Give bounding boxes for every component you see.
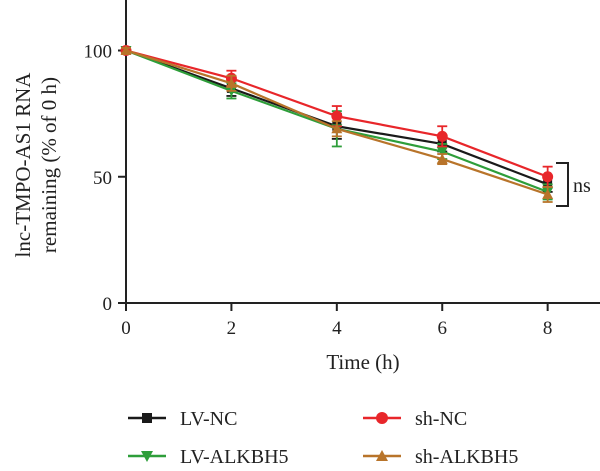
series-sh-nc [120,45,554,188]
data-point [436,153,448,164]
data-point [436,147,448,157]
significance-bracket: ns [556,162,591,207]
x-tick-label: 8 [543,318,553,339]
x-tick-label: 0 [121,318,131,339]
data-point [542,171,554,183]
legend-swatch-marker [376,412,388,424]
ns-annotation: ns [573,175,591,197]
y-tick-label: 0 [103,294,113,315]
series-sh-alkbh5 [120,45,554,203]
data-point [331,110,343,122]
y-ticks: 0 50 100 [84,42,126,315]
legend-label: LV-NC [180,408,237,430]
legend-item: sh-ALKBH5 [363,446,518,468]
legend-swatch-marker [142,413,152,423]
data-point [436,130,448,142]
legend-label: LV-ALKBH5 [180,446,289,468]
y-axis-title: lnc-TMPO-AS1 RNA remaining (% of 0 h) [11,72,61,258]
legend: LV-NC LV-ALKBH5 sh-NC sh-ALKBH5 [128,408,518,468]
series-layer [120,45,554,203]
legend-swatch-marker [141,451,153,462]
data-point [225,77,237,88]
y-tick-label: 50 [93,168,112,189]
legend-item: LV-ALKBH5 [128,446,289,468]
legend-label: sh-ALKBH5 [415,446,518,468]
y-axis-title-line-1: lnc-TMPO-AS1 RNA [11,72,35,258]
x-ticks: 0 2 4 6 8 [121,303,552,339]
data-point [120,45,132,55]
legend-item: sh-NC [363,408,467,430]
y-axis-title-line-2: remaining (% of 0 h) [37,77,61,253]
x-tick-label: 6 [437,318,447,339]
x-tick-label: 2 [227,318,237,339]
x-axis-title: Time (h) [326,350,399,374]
legend-swatch-marker [376,450,388,461]
y-tick-label: 100 [84,42,113,63]
data-point [542,188,554,199]
x-tick-label: 4 [332,318,342,339]
legend-item: LV-NC [128,408,237,430]
legend-label: sh-NC [415,408,467,430]
data-point [331,123,343,134]
